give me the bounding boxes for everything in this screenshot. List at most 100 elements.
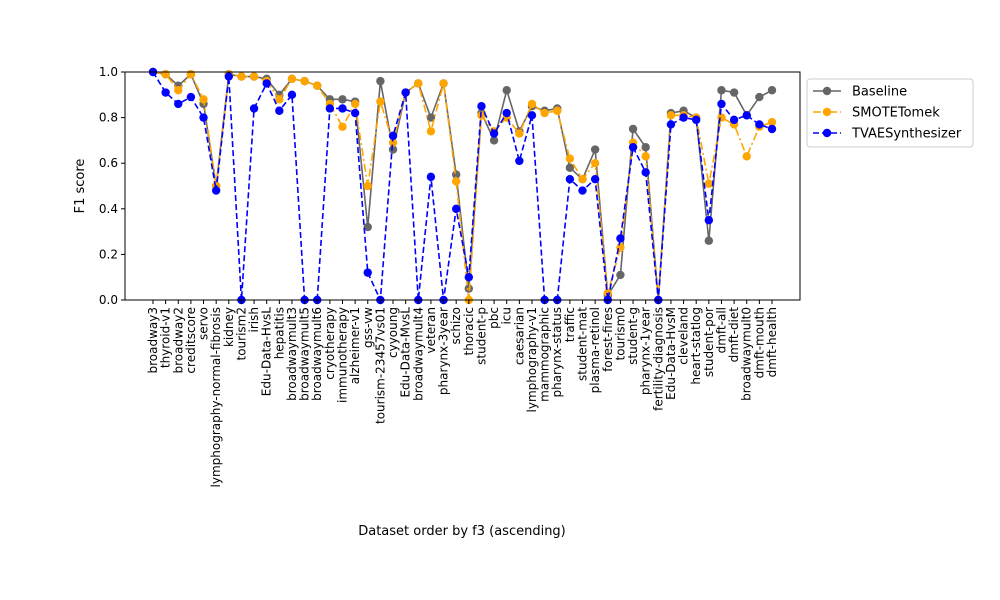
y-tick-label: 0.4 [99, 202, 118, 216]
y-axis-label: F1 score [73, 159, 88, 214]
data-point [338, 95, 347, 104]
x-tick-label: heart-statlog [689, 307, 703, 385]
data-point [237, 72, 246, 81]
series-line [152, 71, 773, 304]
data-point [199, 113, 208, 122]
x-tick-label: alzheimer-v1 [348, 307, 362, 384]
data-point [350, 99, 360, 109]
data-point [363, 268, 372, 277]
data-point [211, 186, 221, 195]
x-tick-label: broadwaymult4 [411, 307, 425, 401]
x-tick-label: broadway2 [171, 307, 185, 374]
x-tick-label: kidney [222, 307, 236, 347]
data-point [628, 124, 638, 134]
data-point [729, 88, 739, 97]
data-point [553, 106, 562, 115]
data-point [174, 86, 183, 95]
x-tick-label: gss-vw [361, 307, 375, 348]
data-point [426, 172, 436, 182]
legend-marker [822, 86, 832, 96]
data-point [489, 129, 499, 138]
data-point [578, 174, 587, 184]
x-tick-label: broadwaymult5 [298, 307, 312, 401]
legend-frame [806, 78, 974, 148]
data-point [426, 113, 436, 122]
data-point [287, 90, 297, 100]
data-point [767, 86, 777, 95]
data-point [565, 163, 575, 172]
data-point [717, 113, 726, 122]
data-point [502, 108, 511, 118]
data-point [704, 236, 714, 245]
legend-marker [822, 107, 832, 117]
data-point [376, 76, 385, 86]
x-tick-label: broadwaymult6 [310, 307, 324, 401]
data-point [729, 115, 739, 125]
data-point [363, 181, 372, 191]
legend-label: TVAESynthesizer [851, 127, 962, 142]
x-tick-label: plasma-retinol [588, 307, 602, 393]
x-tick-label: pharynx-3year [437, 307, 451, 395]
data-point [527, 99, 537, 109]
data-point [287, 74, 297, 84]
y-tick-label: 0.8 [99, 111, 118, 125]
x-tick-label: schizo [449, 307, 463, 344]
legend: Baseline SMOTETomek TVAESynthesizer [806, 78, 974, 148]
y-tick-label: 0.6 [99, 156, 118, 170]
x-tick-label: hepatitis [272, 307, 286, 359]
x-tick-label: mammographic [538, 307, 552, 402]
data-point [540, 108, 549, 118]
data-point [489, 136, 499, 145]
x-tick-label: cleveland [677, 307, 691, 365]
data-point [527, 111, 537, 120]
data-point [666, 111, 676, 120]
data-point [515, 129, 524, 138]
x-tick-label: tourism2 [234, 307, 248, 361]
data-point [679, 113, 688, 122]
data-point [262, 79, 271, 88]
data-point [338, 104, 347, 113]
x-tick-label: pharynx-status [550, 307, 564, 398]
x-tick-label: student-mat [576, 307, 590, 381]
x-tick-label: student-por [702, 307, 716, 377]
data-point [426, 127, 436, 136]
data-point [451, 204, 461, 213]
data-point [161, 70, 170, 79]
data-point [325, 104, 335, 113]
x-tick-label: forest-fires [601, 307, 615, 372]
x-tick-label: pharynx-1year [639, 307, 653, 395]
data-point [742, 152, 751, 161]
data-point [477, 102, 486, 111]
data-point [439, 79, 448, 88]
data-point [616, 234, 625, 243]
y-tick-label: 1.0 [99, 65, 118, 79]
data-point [616, 270, 625, 280]
data-point [300, 76, 309, 86]
data-point [767, 124, 777, 134]
x-tick-label: student-g [626, 307, 640, 365]
x-tick-label: traffic [563, 307, 577, 342]
x-tick-label: servo [197, 307, 211, 340]
x-tick-label: Edu-Data-HvsM [664, 307, 678, 400]
data-point [363, 222, 372, 232]
data-point [186, 70, 196, 79]
data-point [502, 86, 511, 95]
data-point [641, 152, 650, 161]
data-point [464, 273, 474, 282]
data-point [199, 95, 208, 104]
series-tvaesynthesizer [148, 67, 777, 305]
x-tick-label: dmft-mouth [752, 307, 766, 378]
data-point [628, 143, 638, 152]
data-point [249, 104, 259, 113]
data-point [174, 99, 183, 109]
y-axis: 0.0 0.2 0.4 0.6 0.8 1.0 [99, 65, 125, 307]
x-tick-label: Edu-Data-HvsL [260, 307, 274, 396]
x-tick-label: thoracic [462, 307, 476, 355]
x-tick-label: caesarian [512, 307, 526, 365]
data-point [161, 88, 170, 97]
data-point [338, 122, 347, 131]
y-tick-label: 0.2 [99, 247, 118, 261]
data-point [692, 115, 701, 125]
data-point [590, 174, 600, 184]
